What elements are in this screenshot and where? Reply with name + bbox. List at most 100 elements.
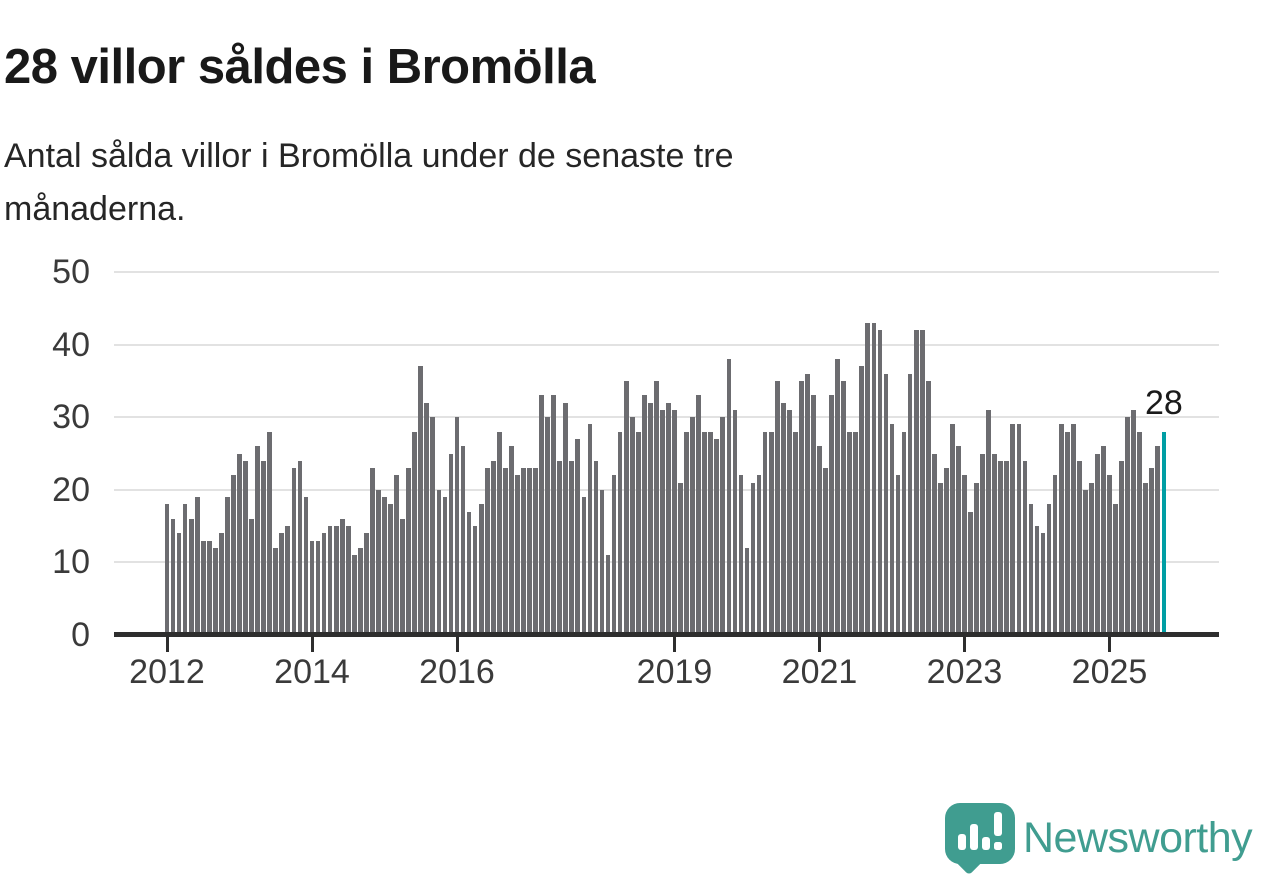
bar (472, 526, 478, 635)
last-value-annotation: 28 (1144, 383, 1183, 422)
bar (1040, 533, 1046, 635)
bar (732, 409, 738, 635)
bar (708, 431, 714, 635)
bar (575, 438, 581, 635)
bar (611, 475, 617, 635)
bar (1101, 446, 1106, 635)
bar (962, 475, 967, 635)
bar (998, 460, 1004, 635)
bar (684, 431, 689, 635)
bar (992, 453, 998, 635)
bar (829, 395, 834, 635)
bar (1113, 504, 1118, 635)
bar (309, 540, 315, 635)
bar (792, 431, 798, 635)
bar (859, 366, 865, 635)
chart-subtitle-line2: månaderna. (4, 190, 186, 228)
bar (738, 475, 744, 635)
bar (1089, 482, 1094, 635)
y-axis-tick-label: 0 (71, 616, 90, 654)
y-axis-tick-label: 30 (52, 398, 90, 437)
bar (460, 446, 466, 635)
bar (1082, 489, 1088, 635)
bar (817, 446, 822, 635)
bar (533, 468, 538, 635)
x-axis-tick (673, 636, 676, 652)
bar (726, 359, 732, 635)
x-axis-line (114, 632, 1219, 637)
chart-subtitle: Antal sålda villor i Bromölla under de s… (4, 130, 1164, 236)
logo-chart-bar-1 (958, 834, 966, 850)
bar (200, 540, 206, 635)
bar (496, 431, 502, 635)
bar (527, 468, 532, 635)
bar (605, 555, 611, 635)
bar (225, 497, 230, 635)
bar (454, 417, 460, 635)
bar (321, 533, 327, 635)
bar (847, 431, 853, 635)
bar (327, 526, 333, 635)
bar (956, 446, 961, 635)
bar (913, 330, 919, 635)
bar (786, 409, 792, 635)
bar (744, 547, 750, 635)
bar (780, 402, 786, 635)
gridline (114, 271, 1219, 273)
bar (430, 417, 436, 635)
bar (273, 547, 279, 635)
bar (907, 373, 913, 635)
bar (678, 482, 683, 635)
bar (835, 359, 840, 635)
bar (418, 366, 424, 635)
bar (478, 504, 484, 635)
bar (853, 431, 859, 635)
page-title: 28 villor såldes i Bromölla (4, 39, 596, 94)
logo-exclamation-dot-icon (994, 842, 1002, 850)
bar (768, 431, 774, 635)
bar (515, 475, 520, 635)
bar (333, 526, 339, 635)
bar (388, 504, 393, 635)
bar (212, 547, 218, 635)
bar (895, 475, 901, 635)
bar (261, 460, 266, 635)
bar (950, 424, 955, 635)
bar (581, 497, 587, 635)
x-axis-year-label: 2023 (926, 653, 1003, 691)
newsworthy-logo-text: Newsworthy (1023, 814, 1253, 862)
bar (243, 460, 248, 635)
bar (164, 504, 170, 635)
bar (1125, 417, 1130, 635)
bar (1046, 504, 1052, 635)
bar (315, 540, 321, 635)
bar (720, 417, 726, 635)
bar (351, 555, 357, 635)
bar (641, 395, 647, 635)
speech-bubble-shape (945, 803, 1015, 864)
bar (551, 395, 556, 635)
x-axis-tick (310, 636, 314, 652)
y-axis-tick-label: 40 (52, 325, 90, 364)
bar (303, 497, 309, 635)
bar (617, 431, 623, 635)
bar (889, 424, 895, 635)
bar (279, 533, 285, 635)
bar (557, 460, 563, 635)
logo-chart-bar-2 (970, 824, 978, 850)
bar (980, 453, 985, 635)
bar (654, 380, 659, 635)
bar (376, 489, 381, 635)
bar (545, 417, 550, 635)
bar (448, 453, 454, 635)
bar (623, 380, 629, 635)
bar (1095, 453, 1100, 635)
bar (394, 475, 399, 635)
bar (750, 482, 756, 635)
bar (1028, 504, 1034, 635)
bar (569, 460, 575, 635)
bar (925, 380, 931, 635)
bar (1010, 424, 1016, 635)
bar (1143, 482, 1149, 635)
x-axis-year-label: 2019 (636, 653, 713, 691)
